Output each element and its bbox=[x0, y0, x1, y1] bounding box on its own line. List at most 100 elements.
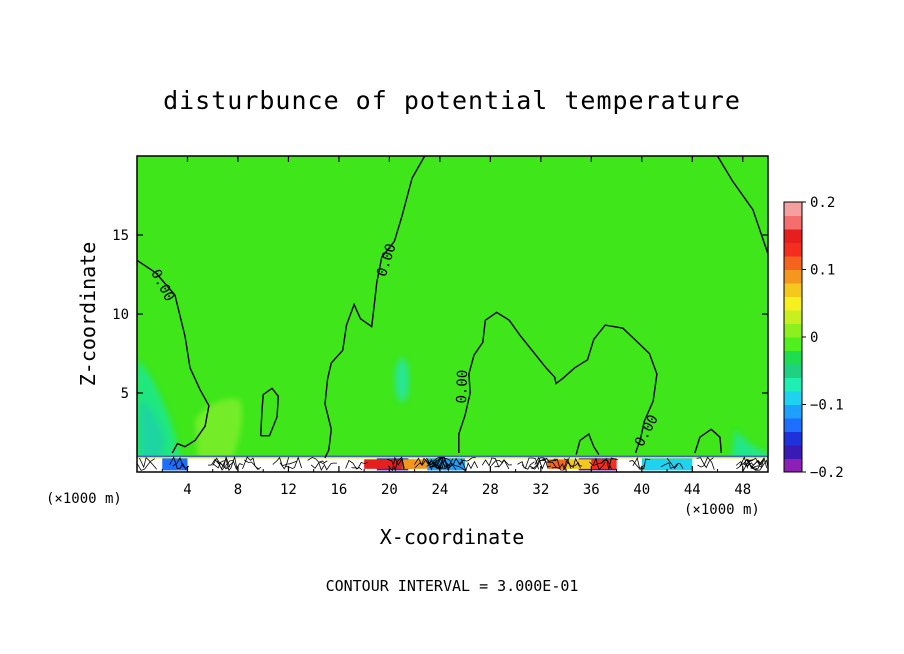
colorbar-swatch bbox=[784, 269, 802, 284]
x-tick-label: 16 bbox=[330, 482, 347, 498]
surface-contour bbox=[538, 458, 557, 463]
colorbar-swatch bbox=[784, 337, 802, 351]
zero-contour-line bbox=[137, 259, 210, 454]
colorbar-swatch bbox=[784, 296, 802, 311]
colorbar-tick-label: 0.1 bbox=[810, 263, 835, 279]
surface-contour bbox=[310, 460, 328, 469]
x-tick-label: 36 bbox=[583, 482, 600, 498]
surface-contour bbox=[169, 456, 187, 471]
y-tick-label: 5 bbox=[121, 386, 129, 402]
zero-contour-line bbox=[575, 433, 600, 455]
x-tick-label: 32 bbox=[532, 482, 549, 498]
x-unit-label-left: (×1000 m) bbox=[46, 491, 122, 507]
surface-layer bbox=[137, 455, 768, 472]
surface-warm-patch bbox=[364, 459, 415, 469]
surface-contour bbox=[172, 456, 190, 470]
zero-contour-line bbox=[694, 428, 722, 454]
surface-contour bbox=[319, 461, 337, 471]
surface-contour bbox=[225, 460, 243, 470]
surface-contour bbox=[345, 459, 363, 471]
x-axis-ticks: 4 8 12 16 20 24 28 32 36 40 44 48 bbox=[161, 156, 751, 498]
colorbar-swatch bbox=[784, 350, 802, 365]
surface-contour bbox=[139, 456, 158, 470]
colorbar-swatch bbox=[784, 364, 802, 378]
colorbar: 0.2 0.1 0 −0.1 −0.2 bbox=[783, 195, 844, 481]
colorbar-swatch bbox=[784, 445, 802, 459]
surface-contour bbox=[279, 460, 298, 470]
x-tick-label: 28 bbox=[482, 482, 499, 498]
surface-contour bbox=[660, 462, 678, 469]
x-unit-label-right: (×1000 m) bbox=[684, 502, 760, 518]
x-tick-label: 20 bbox=[381, 482, 398, 498]
surface-contour bbox=[551, 457, 570, 471]
y-axis-label: Z-coordinate bbox=[76, 241, 100, 387]
colorbar-swatch bbox=[784, 215, 802, 230]
surface-contour bbox=[387, 456, 405, 472]
surface-contour bbox=[565, 457, 583, 469]
x-tick-label: 24 bbox=[431, 482, 448, 498]
surface-contour bbox=[458, 457, 476, 465]
colorbar-tick-label: −0.1 bbox=[810, 398, 844, 414]
y-tick-label: 10 bbox=[112, 307, 129, 323]
x-tick-label: 4 bbox=[183, 482, 191, 498]
colorbar-swatch bbox=[784, 202, 802, 216]
surface-cap bbox=[137, 455, 768, 459]
colorbar-swatch bbox=[784, 418, 802, 432]
surface-contour bbox=[563, 458, 581, 469]
x-tick-label: 40 bbox=[633, 482, 650, 498]
surface-contour bbox=[751, 459, 768, 471]
cool-anomaly-left-core bbox=[140, 400, 165, 460]
colorbar-swatch bbox=[784, 458, 802, 473]
colorbar-swatch bbox=[784, 229, 802, 243]
surface-contour bbox=[212, 457, 229, 470]
surface-contour bbox=[426, 457, 444, 471]
surface-contour bbox=[529, 457, 546, 469]
contour-interval-note: CONTOUR INTERVAL = 3.000E-01 bbox=[325, 577, 579, 595]
contour-label: 0.00 bbox=[454, 370, 471, 404]
colorbar-swatch bbox=[784, 391, 802, 405]
colorbar-swatch bbox=[784, 310, 802, 324]
surface-contour bbox=[601, 457, 619, 470]
colorbar-tick-label: 0 bbox=[810, 330, 818, 346]
colorbar-swatch bbox=[784, 377, 802, 392]
colorbar-swatch bbox=[784, 242, 802, 257]
chart-title: disturbunce of potential temperature bbox=[163, 86, 741, 115]
field-background bbox=[137, 156, 768, 472]
zero-contours bbox=[137, 156, 768, 459]
surface-contour bbox=[534, 456, 551, 470]
surface-contour bbox=[208, 458, 225, 466]
x-axis-label: X-coordinate bbox=[379, 525, 525, 549]
zero-contour-line bbox=[324, 156, 426, 459]
surface-contour bbox=[697, 456, 715, 470]
surface-contour bbox=[629, 460, 646, 471]
surface-contour bbox=[448, 463, 466, 471]
surface-contour bbox=[351, 461, 368, 469]
x-tick-label: 48 bbox=[734, 482, 751, 498]
colorbar-swatch bbox=[784, 323, 802, 338]
colorbar-swatch bbox=[784, 404, 802, 419]
surface-contour bbox=[735, 459, 753, 472]
surface-contour bbox=[521, 457, 539, 470]
surface-contour bbox=[432, 463, 450, 469]
colorbar-swatch bbox=[784, 431, 802, 446]
colorbar-swatch bbox=[784, 256, 802, 270]
cool-anomaly-mid bbox=[395, 358, 409, 402]
surface-contour bbox=[517, 461, 535, 470]
zero-contour-line bbox=[716, 156, 768, 255]
surface-contour bbox=[742, 457, 760, 466]
surface-contour bbox=[244, 459, 262, 470]
surface-contour bbox=[594, 459, 612, 470]
surface-contour bbox=[460, 458, 479, 472]
x-tick-label: 44 bbox=[684, 482, 701, 498]
surface-contour bbox=[430, 457, 448, 468]
surface-contour bbox=[747, 457, 765, 469]
surface-contour bbox=[542, 458, 561, 470]
colorbar-tick-label: −0.2 bbox=[810, 465, 844, 481]
surface-contour bbox=[494, 459, 512, 468]
y-tick-label: 15 bbox=[112, 228, 129, 244]
x-tick-label: 12 bbox=[280, 482, 297, 498]
colorbar-tick-label: 0.2 bbox=[810, 195, 835, 211]
surface-contour bbox=[666, 458, 684, 470]
